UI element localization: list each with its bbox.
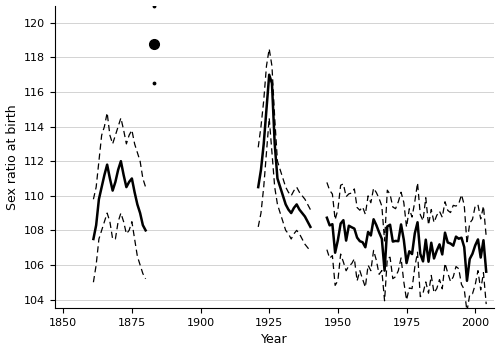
- Y-axis label: Sex ratio at birth: Sex ratio at birth: [6, 104, 18, 210]
- X-axis label: Year: Year: [262, 333, 288, 346]
